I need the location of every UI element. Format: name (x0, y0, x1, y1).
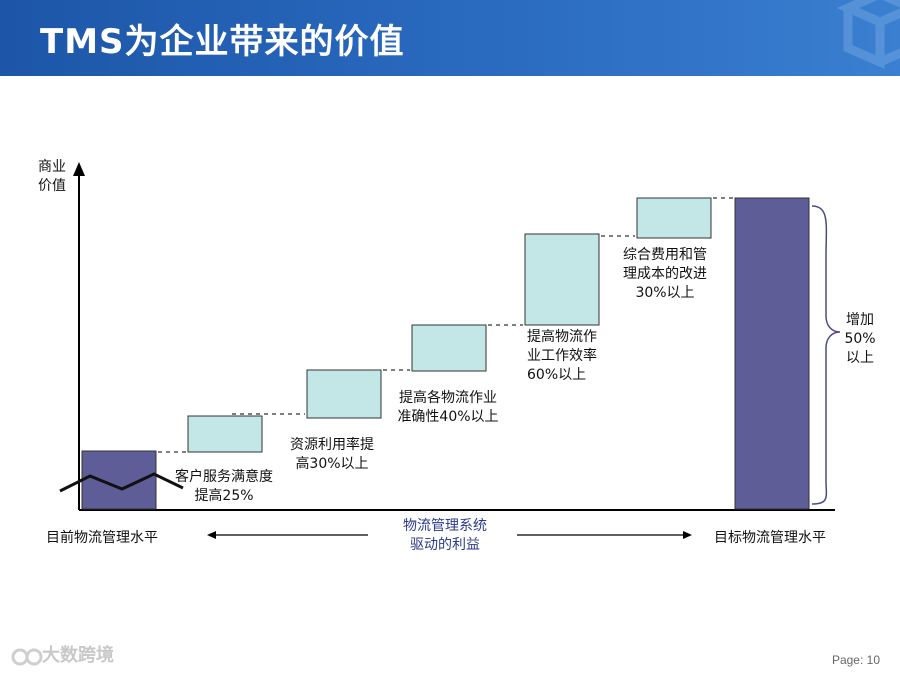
y-axis-label: 商业 价值 (38, 159, 66, 194)
step-box-2 (306, 369, 382, 419)
diagram-graphics (59, 162, 841, 539)
step-label-3: 提高各物流作业 准确性40%以上 (397, 390, 499, 425)
page-number: Page: 10 (831, 653, 880, 667)
watermark-text: 大数跨境 (42, 645, 114, 666)
increase-brace-icon (811, 205, 841, 505)
cube-logo-icon (836, 0, 900, 69)
value-waterfall-diagram: 商业 价值 客户服务满意度 提高25% 资源利用率提 高30%以上 提高各物流作… (0, 76, 900, 675)
step-box-1 (187, 415, 263, 453)
benefit-label: 物流管理系统 驱动的利益 (403, 518, 487, 553)
step-label-2: 资源利用率提 高30%以上 (290, 437, 374, 472)
step-label-1: 客户服务满意度 提高25% (175, 469, 273, 504)
baseline-label: 目前物流管理水平 (46, 530, 158, 546)
increase-label: 增加 50% 以上 (844, 312, 876, 366)
y-axis-arrow-icon (73, 162, 85, 176)
step-box-4 (524, 233, 600, 326)
watermark-logo-icon (11, 648, 43, 666)
axis-break-icon (59, 472, 184, 493)
step-box-5 (636, 197, 712, 239)
step-label-5: 综合费用和管 理成本的改进 30%以上 (623, 247, 707, 301)
target-bar (734, 197, 810, 510)
right-arrow-icon (683, 531, 692, 539)
left-arrow-icon (207, 531, 216, 539)
step-label-4: 提高物流作 业工作效率 60%以上 (527, 329, 597, 383)
title-bar: TMS为企业带来的价值 (0, 0, 900, 76)
baseline-bar (81, 450, 157, 510)
page-title: TMS为企业带来的价值 (40, 22, 405, 62)
dashed-connectors (158, 197, 733, 453)
step-box-3 (411, 324, 487, 372)
target-label: 目标物流管理水平 (714, 530, 826, 546)
